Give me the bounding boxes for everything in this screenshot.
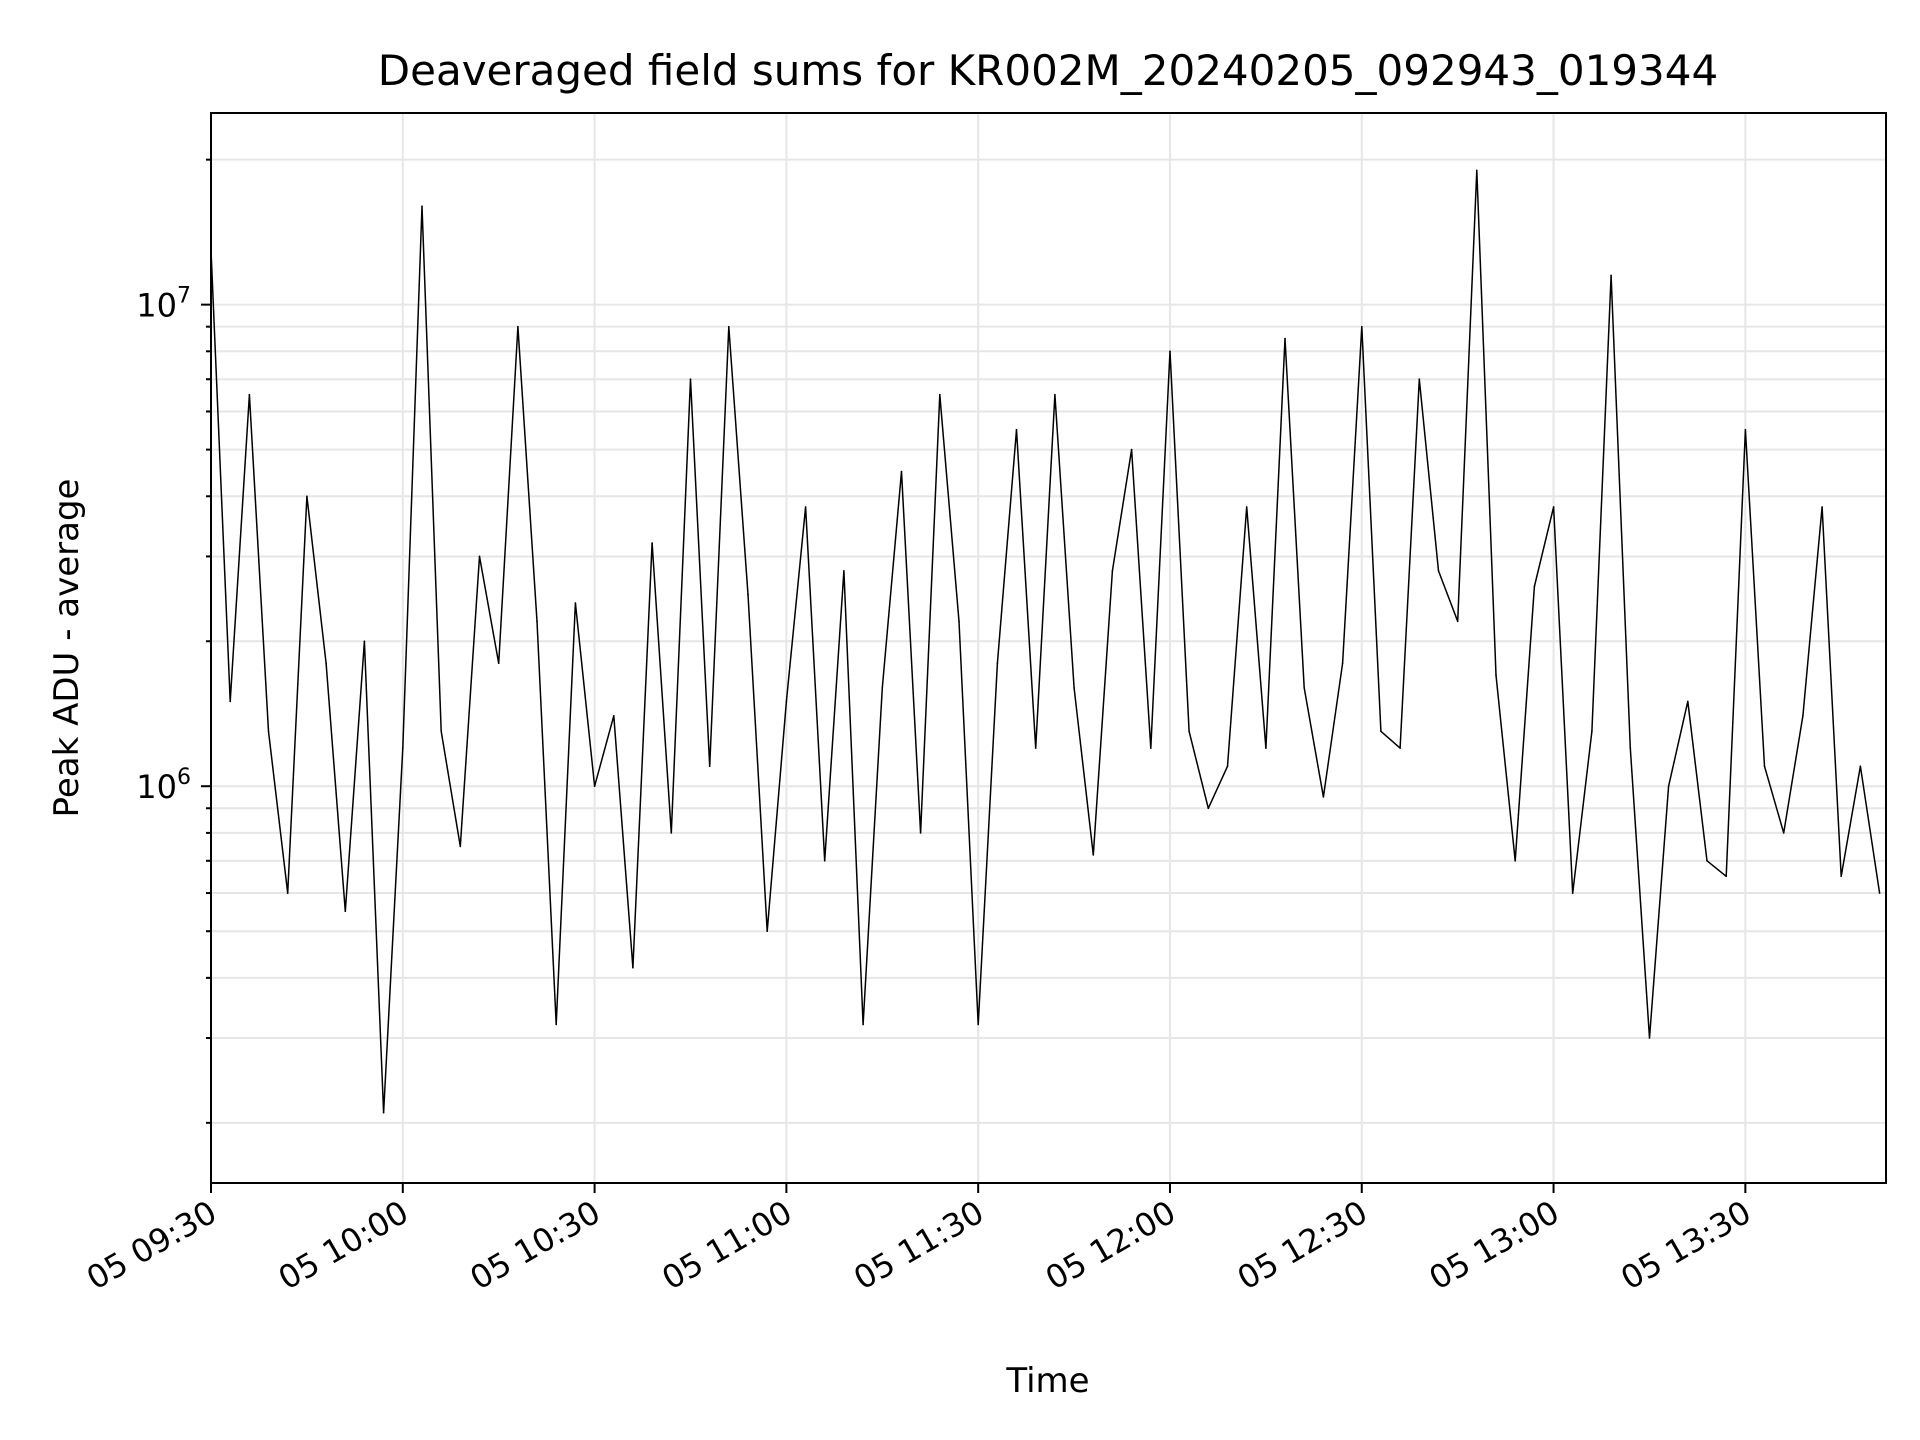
data-point [1130,448,1133,451]
data-point [1648,1037,1651,1039]
data-point [248,393,251,396]
data-point [1073,687,1075,689]
data-point [1188,730,1190,733]
chart-title: Deaveraged field sums for KR002M_2024020… [378,46,1718,95]
data-point [1552,506,1555,508]
data-point [555,1023,557,1026]
data-point [363,640,366,643]
y-tick-label: 107 [136,284,191,325]
data-point [1399,747,1401,749]
data-point [670,832,673,834]
data-series [210,169,1881,1114]
x-axis-label: Time [1005,1361,1089,1401]
data-point [919,832,922,834]
data-point [785,700,788,703]
data-point [1111,570,1114,572]
plot-frame [210,112,1887,1184]
data-point [804,506,807,508]
data-point [1226,765,1229,768]
data-point [1034,747,1037,749]
data-point [1437,570,1440,572]
data-point [708,765,711,768]
data-point [536,620,538,623]
y-axis-ticks: 106 107 [136,158,211,1124]
data-point [517,325,519,328]
data-point [1015,428,1018,431]
data-point [1859,765,1862,768]
data-point [1380,730,1382,733]
data-point [1322,796,1325,798]
data-point [939,393,941,396]
data-point [382,1111,385,1114]
data-point [574,602,577,604]
data-point [977,1023,979,1026]
data-point [613,715,615,717]
data-point [862,1023,864,1026]
data-point [1341,662,1344,665]
data-point [1054,393,1056,396]
data-point [900,470,903,473]
data-point [497,662,500,665]
data-point [881,687,884,689]
data-point [1207,807,1210,810]
data-point [1092,854,1095,856]
data-point [1418,378,1421,381]
grid-lines [210,113,1886,1183]
data-point [747,593,749,596]
data-point [1361,325,1363,328]
data-point [1821,506,1823,508]
data-point [651,542,653,544]
data-point [1533,585,1536,588]
data-point [593,785,596,787]
data-point [459,845,462,848]
data-point [1514,860,1516,862]
data-point [728,325,730,328]
data-point [1265,747,1267,749]
data-point [1245,506,1248,508]
data-point [843,570,845,572]
data-point [1763,765,1766,768]
data-point [996,662,999,665]
data-point [1150,747,1152,749]
data-point [286,892,289,894]
data-point [440,730,443,733]
data-point [1744,428,1747,431]
data-point [1782,832,1785,834]
data-point [478,555,481,558]
data-point [1571,892,1574,894]
data-point [1878,892,1881,894]
y-axis-label: Peak ADU - average [47,479,87,818]
data-point [1495,674,1497,676]
data-point [766,930,768,932]
data-point [632,966,634,969]
data-point [1840,875,1842,878]
data-point [402,747,404,749]
data-point [267,730,270,733]
data-point [344,910,347,913]
data-point [306,495,308,498]
data-point [1169,350,1171,353]
data-point [823,860,826,862]
data-point [689,378,692,381]
data-point [1591,730,1593,733]
data-point [1303,687,1305,689]
data-point [1610,274,1612,277]
data-point [1667,785,1670,787]
data-point [1687,700,1689,703]
data-point [325,662,327,665]
data-point [1802,715,1804,717]
data-point [229,700,231,703]
data-point [1725,875,1727,878]
data-point [958,620,960,623]
data-point [1706,860,1708,862]
series-line-0 [210,169,1881,1114]
data-point [1456,620,1459,623]
data-point [1629,747,1632,749]
y-tick-label: 106 [136,765,191,806]
data-point [421,205,423,208]
data-point [1476,169,1478,172]
data-point [1284,337,1286,340]
